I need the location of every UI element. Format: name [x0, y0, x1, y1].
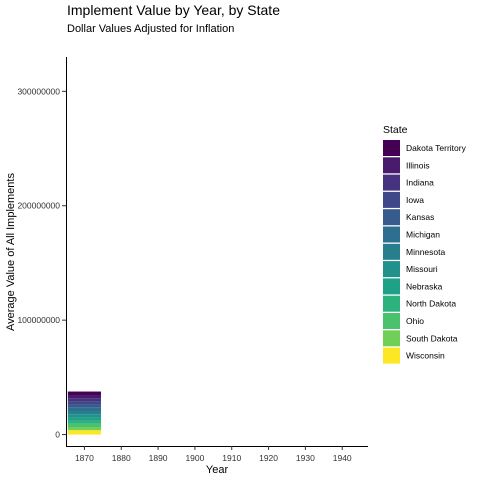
legend-swatch	[383, 347, 400, 364]
legend-swatch	[383, 278, 400, 295]
legend-swatch	[383, 157, 400, 174]
bar-segment	[67, 427, 101, 431]
bar-segment	[67, 414, 101, 418]
legend-label: Illinois	[406, 160, 430, 170]
legend-label: North Dakota	[406, 299, 456, 309]
legend-label: Wisconsin	[406, 351, 445, 361]
legend-label: Iowa	[406, 195, 424, 205]
y-ticks: 0 100000000 200000000 300000000	[17, 86, 66, 440]
y-tick-label: 0	[55, 430, 60, 440]
bar-segment	[67, 407, 101, 411]
legend-swatch	[383, 140, 400, 156]
legend-label: Nebraska	[406, 281, 443, 291]
x-axis-title: Year	[206, 464, 229, 476]
legend-label: South Dakota	[406, 333, 458, 343]
legend-title: State	[383, 124, 408, 136]
x-tick-label: 1900	[185, 453, 204, 463]
x-tick-label: 1910	[222, 453, 241, 463]
y-tick-label: 300000000	[17, 86, 60, 96]
legend-swatch	[383, 174, 400, 191]
bar-segment	[67, 401, 101, 405]
x-tick-label: 1920	[259, 453, 278, 463]
legend-label: Ohio	[406, 316, 424, 326]
legend-label: Michigan	[406, 230, 440, 240]
x-tick-label: 1930	[296, 453, 315, 463]
legend-label: Missouri	[406, 264, 438, 274]
x-tick-label: 1890	[149, 453, 168, 463]
y-axis-title: Average Value of All Implements	[5, 173, 17, 331]
bars	[67, 391, 101, 435]
bar-segment	[67, 394, 101, 399]
legend-label: Minnesota	[406, 247, 445, 257]
bar-segment	[67, 417, 101, 421]
bar-segment	[67, 404, 101, 408]
x-tick-label: 1940	[333, 453, 352, 463]
legend-label: Dakota Territory	[406, 143, 467, 153]
y-tick-label: 100000000	[17, 315, 60, 325]
bar-segment	[67, 430, 101, 435]
bar-segment	[67, 391, 101, 395]
x-tick-label: 1880	[112, 453, 131, 463]
bar-segment	[67, 420, 101, 424]
chart-title: Implement Value by Year, by State	[67, 2, 280, 18]
legend-swatch	[383, 295, 400, 312]
legend-label: Kansas	[406, 212, 434, 222]
x-ticks: 1870 1880 1890 1900 1910 1920 1930 1940	[66, 446, 368, 463]
legend-swatch	[383, 243, 400, 260]
legend: State Dakota Territory Illinois Indiana Iow…	[383, 124, 467, 364]
bar-segment	[67, 398, 101, 402]
legend-label: Indiana	[406, 178, 434, 188]
chart-subtitle: Dollar Values Adjusted for Inflation	[67, 23, 234, 35]
legend-swatch	[383, 209, 400, 226]
y-tick-label: 200000000	[17, 201, 60, 211]
legend-swatch	[383, 226, 400, 243]
bar-segment	[67, 423, 101, 428]
x-tick-label: 1870	[75, 453, 94, 463]
legend-swatch	[383, 313, 400, 329]
bar-segment	[67, 410, 101, 415]
legend-swatch	[383, 261, 400, 278]
legend-swatch	[383, 191, 400, 208]
legend-swatch	[383, 330, 400, 347]
